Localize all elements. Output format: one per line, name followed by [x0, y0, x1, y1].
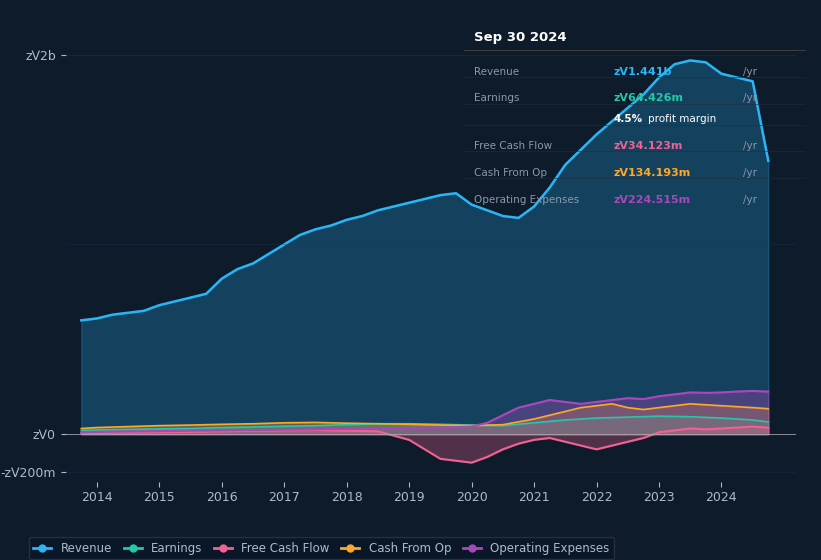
Text: zᐯ64.426m: zᐯ64.426m — [614, 94, 684, 104]
Text: Sep 30 2024: Sep 30 2024 — [474, 31, 566, 44]
Text: zᐯ134.193m: zᐯ134.193m — [614, 168, 691, 178]
Text: Cash From Op: Cash From Op — [474, 168, 547, 178]
Text: Revenue: Revenue — [474, 67, 519, 77]
Text: /yr: /yr — [743, 94, 757, 104]
Text: /yr: /yr — [743, 141, 757, 151]
Text: profit margin: profit margin — [648, 114, 716, 124]
Text: /yr: /yr — [743, 67, 757, 77]
Text: Earnings: Earnings — [474, 94, 520, 104]
Text: zᐯ224.515m: zᐯ224.515m — [614, 195, 691, 205]
Text: zᐯ34.123m: zᐯ34.123m — [614, 141, 683, 151]
Text: Operating Expenses: Operating Expenses — [474, 195, 580, 205]
Text: /yr: /yr — [743, 168, 757, 178]
Text: zᐯ1.441b: zᐯ1.441b — [614, 67, 672, 77]
Text: 4.5%: 4.5% — [614, 114, 643, 124]
Legend: Revenue, Earnings, Free Cash Flow, Cash From Op, Operating Expenses: Revenue, Earnings, Free Cash Flow, Cash … — [29, 537, 614, 559]
Text: /yr: /yr — [743, 195, 757, 205]
Text: Free Cash Flow: Free Cash Flow — [474, 141, 553, 151]
